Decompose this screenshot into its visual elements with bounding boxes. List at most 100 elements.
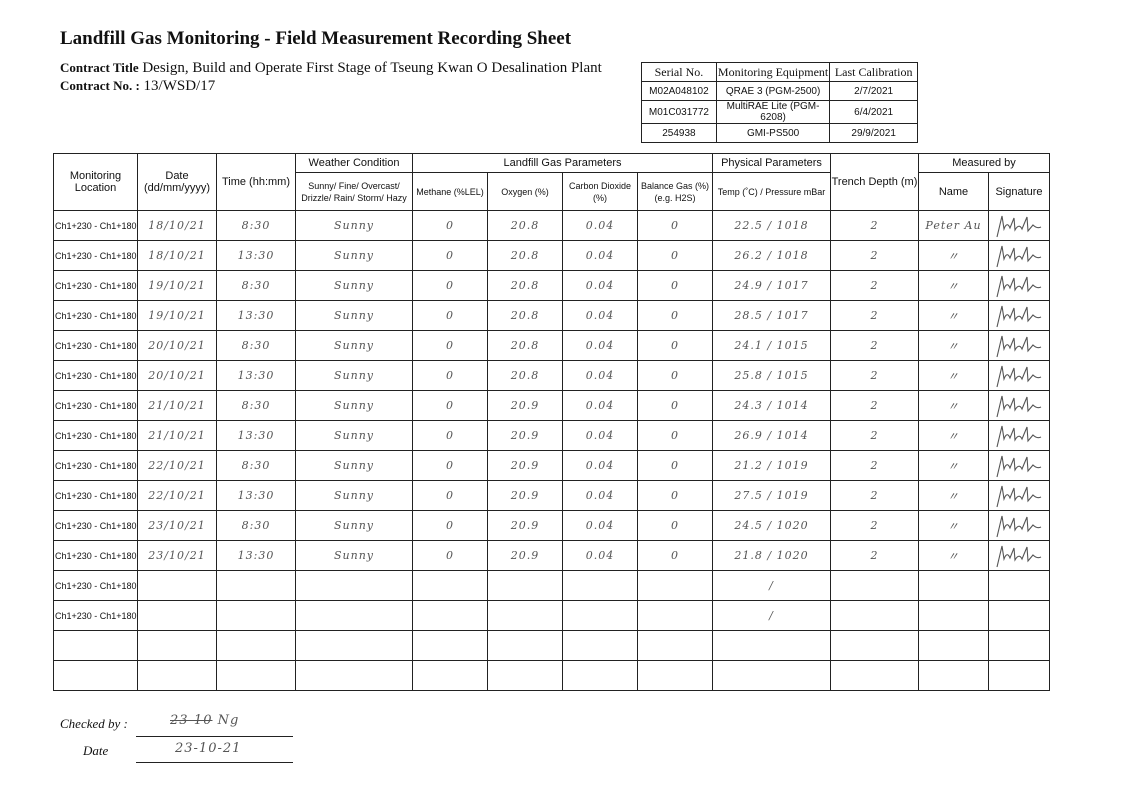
cell-temp-pressure: 28.5 / 1017 <box>712 300 831 331</box>
cell-location: Ch1+230 - Ch1+180 <box>53 270 138 301</box>
cell-methane: 0 <box>412 360 488 391</box>
cell-location: Ch1+230 - Ch1+180 <box>53 360 138 391</box>
cell-date <box>137 660 217 691</box>
cell-date: 21/10/21 <box>137 420 217 451</box>
serial-no: M01C031772 <box>641 100 717 124</box>
cell-balance: 0 <box>637 390 713 421</box>
cell-signature <box>988 600 1050 631</box>
header-weather-group: Weather Condition <box>295 153 413 173</box>
equipment-row: M01C031772 MultiRAE Lite (PGM-6208) 6/4/20… <box>641 100 918 124</box>
cell-temp-pressure: 21.8 / 1020 <box>712 540 831 571</box>
cell-balance <box>637 600 713 631</box>
cell-co2: 0.04 <box>562 510 638 541</box>
table-row: Ch1+230 - Ch1+180 23/10/21 8:30 Sunny 0 20.9 0… <box>53 510 1050 541</box>
cell-date: 22/10/21 <box>137 480 217 511</box>
cell-name: 〃 <box>918 510 989 541</box>
table-row: Ch1+230 - Ch1+180 21/10/21 8:30 Sunny 0 20.9 0… <box>53 390 1050 421</box>
cell-temp-pressure: 26.2 / 1018 <box>712 240 831 271</box>
table-row: Ch1+230 - Ch1+180 20/10/21 13:30 Sunny 0 20.8… <box>53 360 1050 391</box>
cell-trench: 2 <box>830 540 919 571</box>
cell-trench: 2 <box>830 480 919 511</box>
cell-weather <box>295 660 413 691</box>
cell-time: 8:30 <box>216 390 296 421</box>
cell-time <box>216 660 296 691</box>
table-row: Ch1+230 - Ch1+180 22/10/21 13:30 Sunny 0 20.9… <box>53 480 1050 511</box>
cell-oxygen: 20.8 <box>487 330 563 361</box>
cell-location: Ch1+230 - Ch1+180 <box>53 600 138 631</box>
cell-co2: 0.04 <box>562 330 638 361</box>
table-row: Ch1+230 - Ch1+180 18/10/21 13:30 Sunny 0 20.8… <box>53 240 1050 271</box>
cell-methane: 0 <box>412 540 488 571</box>
table-row: Ch1+230 - Ch1+180 20/10/21 8:30 Sunny 0 20.8 0… <box>53 330 1050 361</box>
cell-name: 〃 <box>918 360 989 391</box>
signature-scribble <box>996 365 1042 387</box>
header-name: Name <box>918 172 989 211</box>
checked-by-struck: 23-10 <box>170 713 213 728</box>
header-date: Date (dd/mm/yyyy) <box>137 153 217 211</box>
cell-time: 8:30 <box>216 510 296 541</box>
signature-scribble <box>996 215 1042 237</box>
cell-signature <box>988 240 1050 271</box>
measurement-table: Monitoring Location Date (dd/mm/yyyy) Ti… <box>53 153 1050 691</box>
cell-weather: Sunny <box>295 510 413 541</box>
cell-trench: 2 <box>830 330 919 361</box>
equipment-header-row: Serial No. Monitoring Equipment Last Cal… <box>641 62 918 82</box>
cell-location: Ch1+230 - Ch1+180 <box>53 300 138 331</box>
cell-balance: 0 <box>637 420 713 451</box>
cell-trench: 2 <box>830 360 919 391</box>
checked-by-label: Checked by : <box>60 716 128 731</box>
cell-time: 8:30 <box>216 270 296 301</box>
cell-name: 〃 <box>918 390 989 421</box>
table-row <box>53 630 1050 661</box>
cell-signature <box>988 210 1050 241</box>
cell-time <box>216 630 296 661</box>
checked-by-value: 23-10 Ng <box>170 713 239 728</box>
cell-balance: 0 <box>637 210 713 241</box>
cell-name <box>918 660 989 691</box>
cell-oxygen: 20.9 <box>487 540 563 571</box>
cell-weather: Sunny <box>295 390 413 421</box>
header-oxygen: Oxygen (%) <box>487 172 563 211</box>
cell-weather: Sunny <box>295 540 413 571</box>
signature-scribble <box>996 455 1042 477</box>
cell-name: 〃 <box>918 540 989 571</box>
cell-balance <box>637 660 713 691</box>
cell-temp-pressure: 26.9 / 1014 <box>712 420 831 451</box>
cell-time: 13:30 <box>216 420 296 451</box>
cell-co2 <box>562 660 638 691</box>
cell-temp-pressure: 27.5 / 1019 <box>712 480 831 511</box>
cell-date: 21/10/21 <box>137 390 217 421</box>
cell-balance <box>637 570 713 601</box>
checked-by-line <box>136 736 293 737</box>
equipment-row: M02A048102 QRAE 3 (PGM-2500) 2/7/2021 <box>641 81 918 101</box>
cell-time: 8:30 <box>216 330 296 361</box>
cell-oxygen: 20.8 <box>487 270 563 301</box>
cell-co2: 0.04 <box>562 300 638 331</box>
cell-name <box>918 630 989 661</box>
header-signature: Signature <box>988 172 1050 211</box>
cell-name: 〃 <box>918 480 989 511</box>
cell-co2: 0.04 <box>562 360 638 391</box>
cell-weather: Sunny <box>295 210 413 241</box>
date-label: Date <box>83 743 109 758</box>
cell-name <box>918 600 989 631</box>
table-row: Ch1+230 - Ch1+180 23/10/21 13:30 Sunny 0 20.9… <box>53 540 1050 571</box>
cell-date <box>137 570 217 601</box>
cell-signature <box>988 540 1050 571</box>
cell-date: 20/10/21 <box>137 330 217 361</box>
equipment-header: Last Calibration <box>829 62 918 82</box>
equipment-name: QRAE 3 (PGM-2500) <box>715 81 831 101</box>
cell-methane: 0 <box>412 330 488 361</box>
contract-title: Contract Title Design, Build and Operate… <box>60 60 602 77</box>
cell-balance: 0 <box>637 240 713 271</box>
cell-location <box>53 660 138 691</box>
cell-trench: 2 <box>830 390 919 421</box>
cell-trench <box>830 600 919 631</box>
cell-oxygen: 20.9 <box>487 390 563 421</box>
cell-balance: 0 <box>637 450 713 481</box>
cell-weather <box>295 600 413 631</box>
cell-signature <box>988 270 1050 301</box>
cell-methane: 0 <box>412 210 488 241</box>
cell-oxygen <box>487 630 563 661</box>
header-gas-group: Landfill Gas Parameters <box>412 153 713 173</box>
